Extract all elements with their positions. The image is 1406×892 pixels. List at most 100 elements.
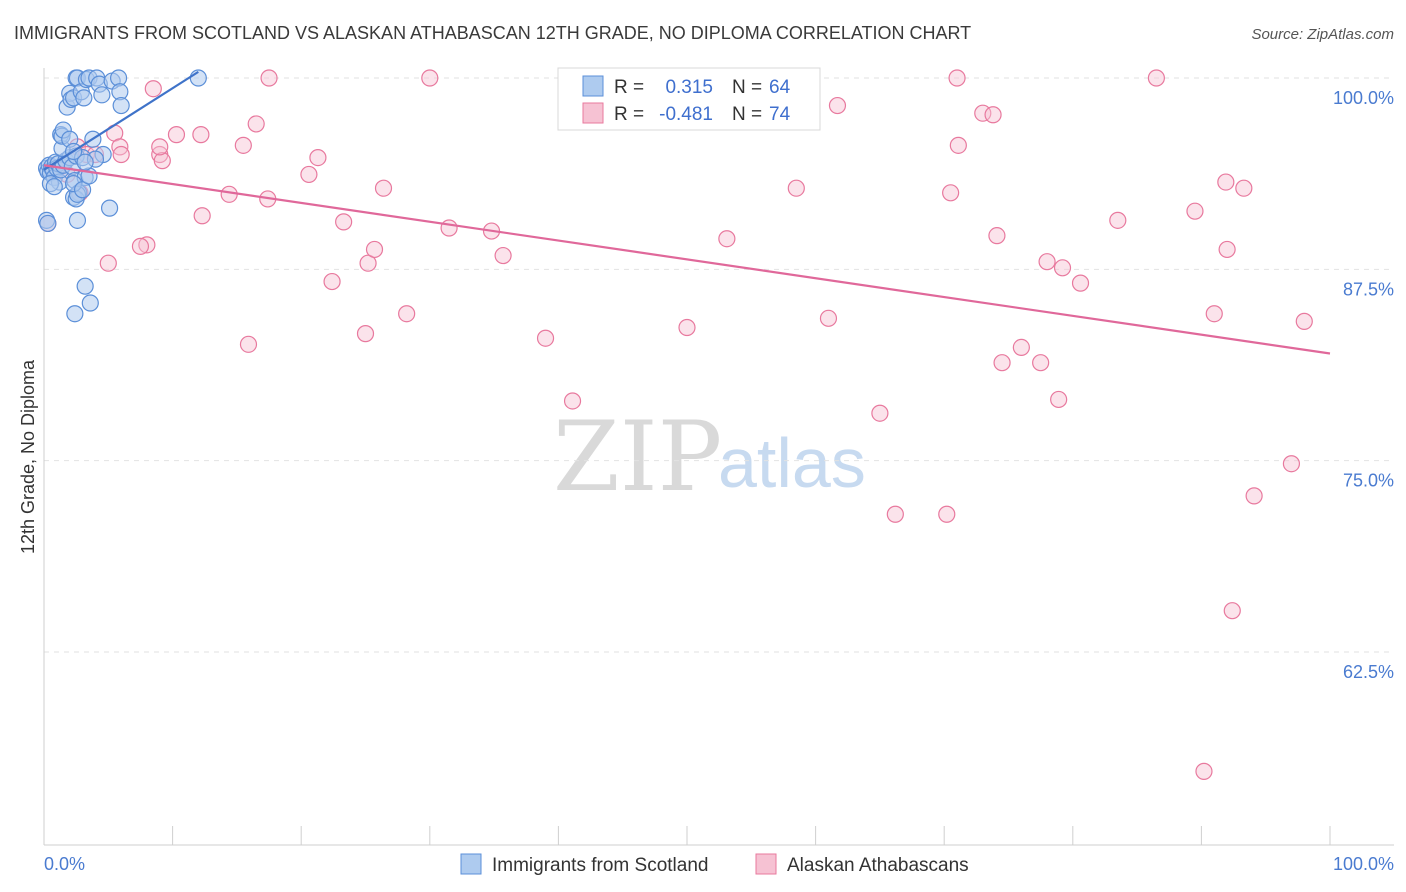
data-point-athabascan [1205,305,1223,323]
data-point-athabascan [1218,240,1236,259]
legend-box: R = 0.315 N = 64 R = -0.481 N = 74 [557,67,821,131]
data-point-athabascan [1071,274,1090,292]
bottom-legend-label-pink: Alaskan Athabascans [787,855,969,876]
data-point-athabascan [1186,202,1204,220]
data-point-athabascan [144,80,162,98]
data-point-athabascan [886,505,904,523]
data-point-athabascan [1217,173,1235,191]
data-point-athabascan [220,185,238,203]
data-point-athabascan [138,236,156,254]
data-point-athabascan [323,272,341,291]
data-point-athabascan [398,305,416,323]
data-point-scotland [100,199,119,217]
data-point-athabascan [151,138,169,156]
data-point-athabascan [239,335,258,353]
data-point-scotland [112,96,130,115]
data-point-athabascan [1223,602,1241,620]
data-point-athabascan [335,213,353,231]
legend-n-value-pink: 74 [769,104,791,125]
bottom-legend: Immigrants from Scotland Alaskan Athabas… [460,853,969,876]
data-point-scotland [39,214,57,233]
data-point-scotland [76,153,94,171]
data-point-athabascan [1245,487,1263,505]
data-point-athabascan [359,254,377,272]
data-point-scotland [68,211,87,229]
data-point-athabascan [167,126,186,144]
data-point-athabascan [131,237,150,255]
data-point-athabascan [1295,312,1313,330]
legend-r-label: R = [614,104,644,125]
data-point-athabascan [948,69,966,87]
data-point-scotland [93,86,111,104]
data-point-athabascan [828,96,847,115]
data-point-athabascan [563,392,582,410]
chart-source: Source: ZipAtlas.com [1251,26,1394,43]
data-point-athabascan [1032,354,1050,372]
legend-r-value-blue: 0.315 [665,77,713,98]
data-point-scotland [76,277,94,295]
data-point-athabascan [1195,762,1213,780]
legend-n-label: N = [732,77,762,98]
data-point-scotland [66,305,84,323]
x-tick-label-right: 100.0% [1333,854,1394,874]
y-axis-label: 12th Grade, No Diploma [18,359,38,554]
data-point-scotland [73,181,92,199]
data-point-athabascan [949,136,967,154]
data-point-athabascan [993,354,1011,372]
y-tick-label: 100.0% [1333,88,1394,108]
watermark-zip: ZIP [553,401,722,513]
x-tick-label-left: 0.0% [44,854,85,874]
data-point-athabascan [374,179,393,197]
y-tick-label: 75.0% [1343,471,1394,491]
legend-swatch-blue [582,75,604,97]
data-point-athabascan [234,136,252,154]
legend-n-label: N = [732,104,762,125]
data-point-athabascan [193,207,211,225]
data-point-athabascan [247,115,265,133]
legend-n-value-blue: 64 [769,77,791,98]
data-point-athabascan [1147,69,1165,87]
data-point-athabascan [1235,179,1253,197]
data-point-athabascan [365,240,384,259]
legend-swatch-pink [582,102,604,124]
data-point-athabascan [938,505,956,523]
y-axis-tick-labels: 100.0% 87.5% 75.0% 62.5% [1333,88,1394,682]
data-point-scotland [75,89,93,107]
data-point-athabascan [112,145,130,164]
data-point-athabascan [819,309,838,327]
data-point-athabascan [99,254,117,272]
y-tick-label: 62.5% [1343,662,1394,682]
data-point-athabascan [440,219,458,237]
data-point-athabascan [260,69,278,87]
legend-r-label: R = [614,77,644,98]
trend-line-alaskan-athabascans [43,164,1331,355]
data-point-athabascan [1038,253,1056,271]
bottom-legend-swatch-blue [460,853,482,875]
data-point-athabascan [300,165,318,184]
data-point-athabascan [942,184,960,202]
data-point-athabascan [1050,390,1068,409]
data-point-athabascan [1053,259,1072,277]
data-point-athabascan [678,318,696,337]
bottom-legend-swatch-pink [755,853,777,875]
data-point-athabascan [309,148,327,167]
data-point-athabascan [1282,455,1301,473]
chart-title: IMMIGRANTS FROM SCOTLAND VS ALASKAN ATHA… [14,23,971,43]
watermark: ZIP atlas [553,401,866,513]
watermark-atlas: atlas [718,424,866,502]
data-point-athabascan [536,329,555,347]
data-point-scotland [81,294,99,312]
data-point-athabascan [984,106,1002,124]
data-point-scotland [45,178,63,196]
data-point-athabascan [1012,338,1030,356]
y-tick-label: 87.5% [1343,279,1394,299]
data-point-athabascan [153,152,171,170]
x-axis-ticks [43,826,1331,845]
data-point-athabascan [192,126,210,144]
data-point-athabascan [494,246,512,265]
series-immigrants-from-scotland [37,69,207,323]
data-point-athabascan [871,404,889,422]
gridlines [44,77,1394,653]
data-point-athabascan [787,179,805,197]
